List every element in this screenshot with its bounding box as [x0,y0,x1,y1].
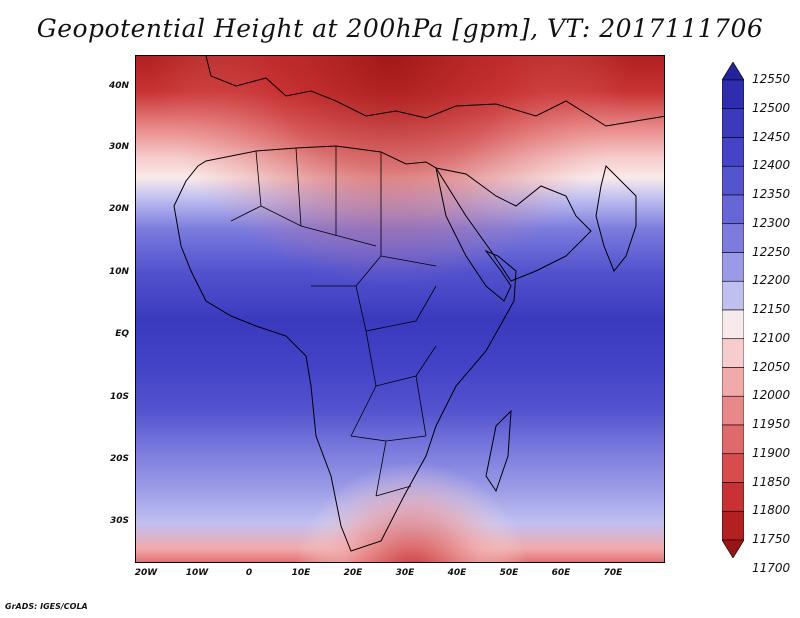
colorbar-label: 12100 [752,330,791,345]
colorbar-segment [722,309,744,340]
lon-label-60e: 60E [551,568,571,578]
lat-label-eq: EQ [115,329,129,339]
colorbar-segment [722,539,744,558]
colorbar-label: 12300 [752,215,791,230]
colorbar-segment [722,79,744,110]
lon-label-40e: 40E [447,568,467,578]
lon-label-0: 0 [245,568,253,578]
lat-label-20s: 20S [109,454,129,464]
arabia-coastline [434,167,592,282]
colorbar-segment [722,108,744,138]
colorbar-label: 12200 [752,273,791,288]
lat-label-10s: 10S [109,392,129,402]
colorbar-segment [722,137,744,167]
chart-title: Geopotential Height at 200hPa [gpm], VT:… [36,14,764,43]
colorbar-segment [722,165,744,196]
geopotential-map [136,56,664,562]
colorbar-segment [722,453,744,483]
africa-coastline [173,145,517,552]
colorbar-segment [722,338,744,368]
colorbar-label: 11850 [752,474,791,489]
lat-label-30n: 30N [108,142,129,152]
colorbar-label: 11800 [752,503,791,518]
colorbar-label: 12350 [752,187,791,201]
colorbar-segment [722,482,744,512]
colorbar [722,62,744,558]
colorbar-segment [722,62,744,81]
colorbar-segment [722,252,744,282]
india-coastline [595,165,637,272]
colorbar-segment [722,280,744,311]
colorbar-segment [722,395,744,426]
lon-label-70e: 70E [603,568,623,578]
madagascar-coastline [485,409,512,493]
colorbar-label: 12250 [752,244,791,259]
colorbar-label: 11750 [752,532,791,546]
lon-label-50e: 50E [499,568,519,578]
colorbar-label: 11950 [752,417,791,431]
lon-label-10w: 10W [185,568,209,578]
lat-label-10n: 10N [108,267,129,277]
colorbar-segment [722,424,744,455]
colorbar-segment [722,510,744,541]
colorbar-label: 12400 [752,158,791,173]
colorbar-label: 11900 [752,445,791,460]
lon-label-10e: 10E [291,568,311,578]
colorbar-label: 12500 [752,100,791,115]
colorbar-segment [722,223,744,253]
europe-coastline [205,56,664,127]
south-african-low [136,56,664,562]
colorbar-label: 11700 [752,560,791,575]
lat-label-30s: 30S [109,516,129,526]
lon-label-30e: 30E [395,568,415,578]
colorbar-label: 12150 [752,302,791,316]
colorbar-segment [722,194,744,225]
colorbar-label: 12550 [752,72,791,86]
map-panel [135,55,665,563]
lon-label-20e: 20E [343,568,363,578]
colorbar-label: 12050 [752,359,791,374]
lon-label-20w: 20W [134,568,158,578]
credit-text: GrADS: IGES/COLA [5,602,88,611]
colorbar-label: 12000 [752,388,791,403]
colorbar-label: 12450 [752,129,791,144]
country-borders [230,146,437,497]
lat-label-40n: 40N [108,81,129,91]
colorbar-segment [722,367,744,397]
lat-label-20n: 20N [108,204,129,214]
